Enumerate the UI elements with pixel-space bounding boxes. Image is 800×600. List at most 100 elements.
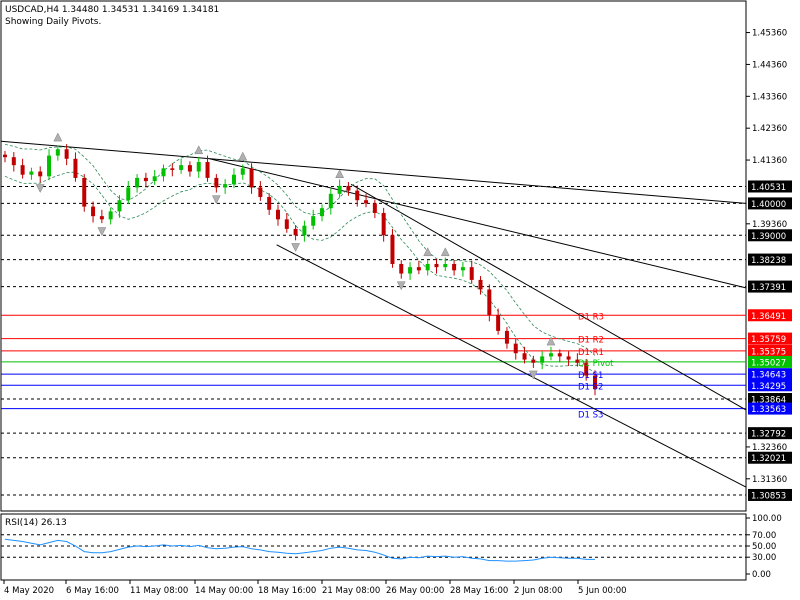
candle-body bbox=[99, 216, 104, 220]
level-price-label: 1.35027 bbox=[751, 358, 786, 368]
candle-body bbox=[364, 200, 369, 204]
candle-body bbox=[434, 263, 439, 268]
level-price-label: 1.34295 bbox=[751, 382, 786, 392]
candle-body bbox=[311, 216, 316, 226]
level-price-box bbox=[748, 253, 792, 266]
candle-body bbox=[566, 356, 571, 360]
level-price-label: 1.33563 bbox=[751, 405, 786, 415]
candle-body bbox=[355, 190, 360, 201]
level-price-box bbox=[748, 402, 792, 415]
trendlines bbox=[0, 140, 747, 488]
level-price-box bbox=[748, 332, 792, 345]
level-price-box bbox=[748, 355, 792, 368]
rsi-line bbox=[4, 538, 595, 562]
candle-body bbox=[196, 161, 201, 172]
candle-body bbox=[143, 177, 148, 182]
candle-body bbox=[170, 168, 175, 170]
trendline bbox=[209, 158, 747, 289]
time-tick-label: 28 May 16:00 bbox=[450, 586, 508, 596]
pivot-tag: D1 Pivot bbox=[578, 359, 614, 369]
time-tick-label: 14 May 00:00 bbox=[195, 586, 253, 596]
level-price-box bbox=[748, 180, 792, 193]
candle-body bbox=[593, 375, 597, 389]
candle-body bbox=[504, 330, 509, 344]
candle-body bbox=[73, 158, 78, 178]
rsi-tick-label: 0.00 bbox=[752, 570, 771, 580]
candle-body bbox=[390, 235, 395, 264]
candle-body bbox=[416, 267, 421, 271]
fractal-up-marker bbox=[546, 336, 556, 346]
level-price-label: 1.35759 bbox=[751, 335, 786, 345]
candle-body bbox=[240, 168, 245, 175]
pivot-tag: D1 S3 bbox=[578, 411, 603, 421]
upper-band bbox=[4, 144, 596, 356]
candle-body bbox=[108, 211, 113, 220]
candle-body bbox=[443, 263, 448, 268]
candle-body bbox=[187, 165, 192, 172]
candle-body bbox=[346, 185, 351, 191]
candle-body bbox=[11, 157, 16, 166]
level-price-box bbox=[748, 229, 792, 242]
price-tick-label: 1.32360 bbox=[752, 443, 787, 453]
level-price-box bbox=[748, 197, 792, 210]
candle-body bbox=[452, 263, 457, 271]
trendline bbox=[0, 140, 747, 204]
candle-body bbox=[29, 171, 34, 175]
level-price-label: 1.32021 bbox=[751, 454, 786, 464]
fractal-down-marker bbox=[291, 243, 301, 252]
fractal-down-marker bbox=[211, 195, 221, 205]
level-price-box bbox=[748, 344, 792, 357]
fractal-up-marker bbox=[194, 145, 204, 155]
candle-body bbox=[205, 161, 210, 178]
candle-body bbox=[302, 225, 307, 236]
pivot-mode-label: Showing Daily Pivots. bbox=[5, 17, 101, 27]
candle-body bbox=[161, 168, 166, 177]
candle-body bbox=[55, 149, 60, 156]
candle-body bbox=[38, 171, 43, 177]
candle-body bbox=[231, 174, 236, 185]
candle-body bbox=[20, 165, 25, 175]
candle-body bbox=[126, 187, 131, 201]
pivot-tag: D1 S1 bbox=[578, 371, 603, 381]
price-panel-frame bbox=[0, 0, 747, 512]
candle-body bbox=[487, 289, 492, 315]
level-price-box bbox=[748, 451, 792, 464]
candle-body bbox=[320, 208, 325, 217]
fractal-down-marker bbox=[35, 184, 45, 194]
time-tick-label: 5 Jun 00:00 bbox=[578, 586, 627, 596]
time-tick-label: 21 May 08:00 bbox=[322, 586, 380, 596]
candle-body bbox=[91, 206, 96, 217]
pivot-tag: D1 R2 bbox=[578, 336, 604, 346]
pivot-tag: D1 R3 bbox=[578, 312, 604, 322]
candle-body bbox=[372, 203, 377, 213]
price-tick-label: 1.31360 bbox=[752, 475, 787, 485]
time-tick-label: 2 Jun 08:00 bbox=[514, 586, 563, 596]
level-price-label: 1.34643 bbox=[751, 371, 786, 381]
candle-body bbox=[531, 359, 536, 363]
candle-body bbox=[584, 362, 589, 376]
candle-body bbox=[575, 359, 580, 363]
candle-body bbox=[557, 353, 562, 357]
fractal-up-marker bbox=[238, 151, 248, 161]
price-tick-label: 1.45360 bbox=[752, 29, 787, 39]
candle-body bbox=[82, 177, 87, 207]
level-price-box bbox=[748, 427, 792, 440]
trendline bbox=[276, 244, 747, 488]
candle-body bbox=[214, 177, 219, 188]
candle-body bbox=[284, 219, 289, 229]
level-price-label: 1.37391 bbox=[751, 283, 786, 293]
rsi-tick-label: 70.00 bbox=[752, 531, 776, 541]
candle-body bbox=[258, 187, 263, 198]
time-tick-label: 18 May 16:00 bbox=[258, 586, 316, 596]
level-price-label: 1.35375 bbox=[751, 347, 786, 357]
level-price-box bbox=[748, 379, 792, 392]
pivot-tag: D1 S2 bbox=[578, 382, 603, 392]
fractal-up-marker bbox=[423, 247, 433, 257]
candles bbox=[3, 144, 597, 396]
fractal-markers bbox=[35, 132, 556, 380]
price-tick-label: 1.42360 bbox=[752, 124, 787, 134]
rsi-tick-label: 100.00 bbox=[752, 514, 782, 524]
